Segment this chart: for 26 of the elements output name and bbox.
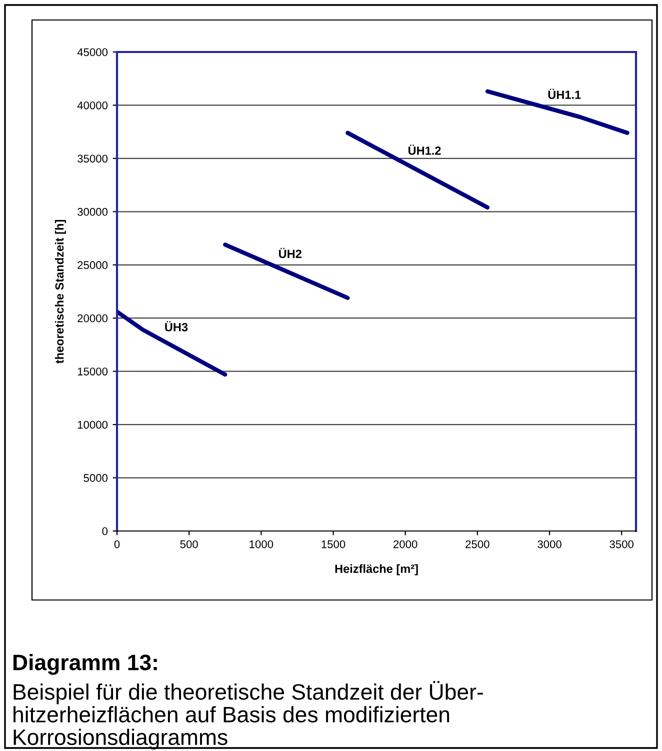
x-axis-title: Heizfläche [m²] (335, 564, 418, 576)
y-tick-label: 25000 (78, 261, 108, 270)
y-tick-label: 20000 (78, 314, 108, 322)
x-tick-label: 1500 (322, 540, 346, 548)
y-tick-label: 35000 (78, 154, 108, 163)
text: Beispiel für die theoretische Standzeit der Über- hitzerheizflächen auf Basis des modifizierten Korrosionsdiagramms (14, 681, 483, 750)
x-tick-label: 500 (180, 540, 198, 548)
y-tick-label: 5000 (84, 474, 108, 482)
x-tick-label: 3500 (610, 540, 634, 548)
x-tick-label: 0 (114, 540, 120, 548)
x-tick-label: 2000 (394, 540, 418, 548)
y-tick-label: 30000 (78, 208, 108, 216)
text: Diagramm 13: (13, 654, 157, 675)
x-tick-label: 1000 (250, 540, 274, 548)
series-label: ÜH2 (279, 248, 302, 258)
x-tick-label: 3000 (538, 540, 562, 548)
y-axis-title: theoretische Standzeit [h] (54, 220, 66, 364)
y-tick-label: 0 (102, 527, 108, 536)
y-tick-label: 40000 (77, 101, 108, 110)
y-tick-label: 10000 (78, 420, 108, 429)
y-tick-label: 15000 (78, 368, 108, 376)
series-label: ÜH1.1 (548, 88, 581, 99)
x-tick-label: 2500 (466, 540, 490, 548)
series-label: ÜH1.2 (408, 144, 441, 155)
y-tick-label: 45000 (77, 48, 108, 56)
series-label: ÜH3 (165, 321, 188, 332)
